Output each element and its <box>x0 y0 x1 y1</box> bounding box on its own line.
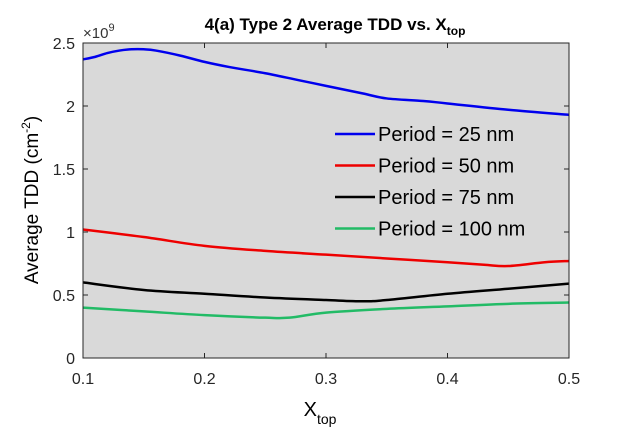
y-tick-label: 0 <box>66 351 75 368</box>
series-layer <box>82 47 570 320</box>
series-line-3 <box>82 281 570 303</box>
x-axis-label-subscript: top <box>317 411 337 427</box>
exponent-base: ×10 <box>83 25 108 42</box>
x-axis-label-main: X <box>304 399 317 421</box>
x-tick-label: 0.5 <box>558 371 580 388</box>
x-tick-label: 0.3 <box>315 371 337 388</box>
y-tick-label: 1.5 <box>53 162 75 179</box>
series-line-2 <box>82 228 570 268</box>
x-tick-label: 0.1 <box>72 371 94 388</box>
exponent-label: ×109 <box>83 22 115 42</box>
x-tick-label: 0.2 <box>193 371 215 388</box>
axis-layer: 0.1 0.2 0.3 0.4 0.5 0 0.5 1 1.5 2 2.5 <box>53 36 580 388</box>
y-axis-label-main: Average TDD (cm <box>22 133 43 284</box>
x-axis-label: Xtop <box>304 399 337 427</box>
chart-title-main: 4(a) Type 2 Average TDD vs. X <box>205 15 448 34</box>
y-tick-label: 1 <box>66 225 75 242</box>
exponent-power: 9 <box>108 22 114 34</box>
legend-label-3: Period = 75 nm <box>378 187 514 209</box>
y-tick-label: 0.5 <box>53 288 75 305</box>
series-line-1 <box>82 47 570 117</box>
y-axis-label-close: ) <box>22 116 43 122</box>
y-axis-label: Average TDD (cm-2) <box>19 116 43 284</box>
series-line-4 <box>82 301 570 320</box>
legend-label-4: Period = 100 nm <box>378 219 525 241</box>
y-tick-label: 2.5 <box>53 36 75 53</box>
x-tick-label: 0.4 <box>436 371 458 388</box>
chart-title-subscript: top <box>447 24 466 38</box>
legend-label-1: Period = 25 nm <box>378 124 514 146</box>
y-tick-label: 2 <box>66 99 75 116</box>
chart-title: 4(a) Type 2 Average TDD vs. Xtop <box>205 15 466 38</box>
legend-label-2: Period = 50 nm <box>378 156 514 178</box>
legend: Period = 25 nm Period = 50 nm Period = 75 … <box>335 124 525 241</box>
y-axis-label-superscript: -2 <box>19 122 33 133</box>
